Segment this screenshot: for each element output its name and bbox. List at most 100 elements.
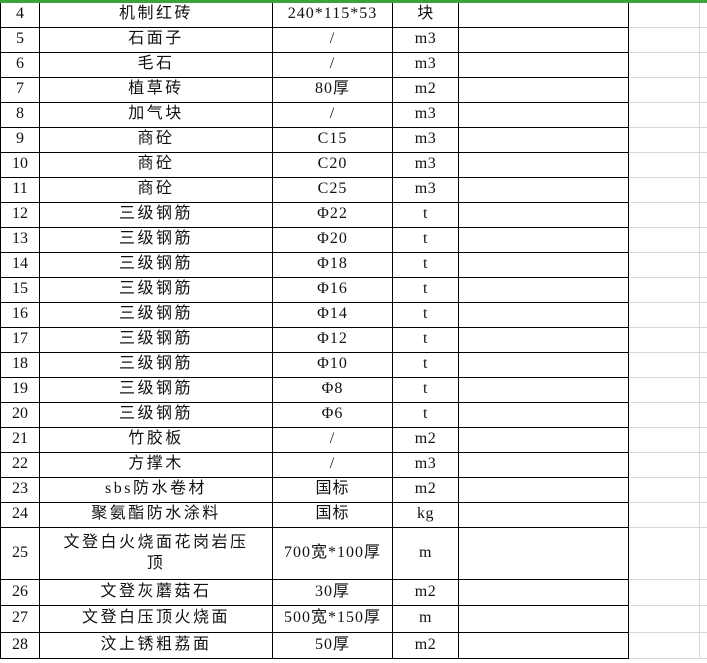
unit-cell[interactable]: t: [392, 201, 459, 228]
gridline-cell[interactable]: [628, 327, 700, 353]
empty-cell[interactable]: [458, 326, 629, 353]
empty-cell[interactable]: [458, 101, 629, 128]
gridline-edge-cell[interactable]: [699, 27, 707, 53]
row-number-cell[interactable]: 15: [0, 276, 40, 303]
empty-cell[interactable]: [458, 151, 629, 178]
empty-cell[interactable]: [458, 578, 629, 606]
unit-cell[interactable]: m: [392, 604, 459, 633]
material-name-cell[interactable]: 毛石: [39, 51, 273, 78]
empty-cell[interactable]: [458, 26, 629, 53]
gridline-edge-cell[interactable]: [699, 427, 707, 453]
unit-cell[interactable]: t: [392, 401, 459, 428]
spec-cell[interactable]: 500宽*150厚: [272, 604, 393, 633]
unit-cell[interactable]: m3: [392, 176, 459, 203]
material-name-cell[interactable]: 竹胶板: [39, 426, 273, 453]
spec-cell[interactable]: 国标: [272, 476, 393, 503]
gridline-edge-cell[interactable]: [699, 632, 707, 659]
gridline-edge-cell[interactable]: [699, 252, 707, 278]
gridline-cell[interactable]: [628, 377, 700, 403]
material-name-cell[interactable]: 三级钢筋: [39, 376, 273, 403]
spec-cell[interactable]: 30厚: [272, 578, 393, 606]
unit-cell[interactable]: t: [392, 301, 459, 328]
row-number-cell[interactable]: 22: [0, 451, 40, 478]
material-name-cell[interactable]: 方撑木: [39, 451, 273, 478]
spec-cell[interactable]: /: [272, 51, 393, 78]
material-name-cell[interactable]: 三级钢筋: [39, 401, 273, 428]
gridline-cell[interactable]: [628, 202, 700, 228]
material-name-cell[interactable]: 文登白压顶火烧面: [39, 604, 273, 633]
gridline-cell[interactable]: [628, 227, 700, 253]
gridline-edge-cell[interactable]: [699, 352, 707, 378]
gridline-edge-cell[interactable]: [699, 402, 707, 428]
row-number-cell[interactable]: 20: [0, 401, 40, 428]
spec-cell[interactable]: 国标: [272, 501, 393, 528]
spec-cell[interactable]: Φ18: [272, 251, 393, 278]
unit-cell[interactable]: m3: [392, 151, 459, 178]
material-name-cell[interactable]: 植草砖: [39, 76, 273, 103]
unit-cell[interactable]: m: [392, 526, 459, 580]
row-number-cell[interactable]: 5: [0, 26, 40, 53]
unit-cell[interactable]: m2: [392, 578, 459, 606]
material-name-cell[interactable]: 商砼: [39, 126, 273, 153]
empty-cell[interactable]: [458, 176, 629, 203]
gridline-edge-cell[interactable]: [699, 227, 707, 253]
material-name-cell[interactable]: 商砼: [39, 151, 273, 178]
row-number-cell[interactable]: 16: [0, 301, 40, 328]
row-number-cell[interactable]: 21: [0, 426, 40, 453]
spec-cell[interactable]: C15: [272, 126, 393, 153]
empty-cell[interactable]: [458, 201, 629, 228]
empty-cell[interactable]: [458, 126, 629, 153]
material-name-cell[interactable]: 加气块: [39, 101, 273, 128]
gridline-cell[interactable]: [628, 477, 700, 503]
gridline-cell[interactable]: [628, 77, 700, 103]
empty-cell[interactable]: [458, 426, 629, 453]
material-name-cell[interactable]: 三级钢筋: [39, 276, 273, 303]
spec-cell[interactable]: Φ16: [272, 276, 393, 303]
row-number-cell[interactable]: 19: [0, 376, 40, 403]
unit-cell[interactable]: m2: [392, 426, 459, 453]
material-name-cell[interactable]: 文登白火烧面花岗岩压顶: [39, 526, 273, 580]
gridline-edge-cell[interactable]: [699, 477, 707, 503]
empty-cell[interactable]: [458, 226, 629, 253]
gridline-edge-cell[interactable]: [699, 77, 707, 103]
unit-cell[interactable]: m3: [392, 51, 459, 78]
spec-cell[interactable]: /: [272, 101, 393, 128]
empty-cell[interactable]: [458, 526, 629, 580]
gridline-cell[interactable]: [628, 177, 700, 203]
gridline-cell[interactable]: [628, 252, 700, 278]
gridline-edge-cell[interactable]: [699, 579, 707, 606]
material-name-cell[interactable]: 三级钢筋: [39, 326, 273, 353]
empty-cell[interactable]: [458, 351, 629, 378]
row-number-cell[interactable]: 28: [0, 631, 40, 659]
material-name-cell[interactable]: sbs防水卷材: [39, 476, 273, 503]
gridline-cell[interactable]: [628, 302, 700, 328]
gridline-edge-cell[interactable]: [699, 605, 707, 633]
gridline-cell[interactable]: [628, 352, 700, 378]
gridline-edge-cell[interactable]: [699, 502, 707, 528]
unit-cell[interactable]: m3: [392, 126, 459, 153]
empty-cell[interactable]: [458, 631, 629, 659]
gridline-edge-cell[interactable]: [699, 177, 707, 203]
row-number-cell[interactable]: 18: [0, 351, 40, 378]
material-name-cell[interactable]: 石面子: [39, 26, 273, 53]
gridline-edge-cell[interactable]: [699, 2, 707, 28]
material-name-cell[interactable]: 三级钢筋: [39, 201, 273, 228]
row-number-cell[interactable]: 6: [0, 51, 40, 78]
unit-cell[interactable]: m2: [392, 631, 459, 659]
gridline-cell[interactable]: [628, 502, 700, 528]
gridline-cell[interactable]: [628, 402, 700, 428]
gridline-edge-cell[interactable]: [699, 102, 707, 128]
material-name-cell[interactable]: 三级钢筋: [39, 251, 273, 278]
row-number-cell[interactable]: 13: [0, 226, 40, 253]
unit-cell[interactable]: t: [392, 276, 459, 303]
gridline-edge-cell[interactable]: [699, 302, 707, 328]
gridline-cell[interactable]: [628, 579, 700, 606]
gridline-edge-cell[interactable]: [699, 527, 707, 580]
gridline-cell[interactable]: [628, 632, 700, 659]
spec-cell[interactable]: 240*115*53: [272, 2, 393, 28]
unit-cell[interactable]: t: [392, 226, 459, 253]
spec-cell[interactable]: 700宽*100厚: [272, 526, 393, 580]
spec-cell[interactable]: Φ8: [272, 376, 393, 403]
spec-cell[interactable]: Φ12: [272, 326, 393, 353]
spec-cell[interactable]: Φ20: [272, 226, 393, 253]
